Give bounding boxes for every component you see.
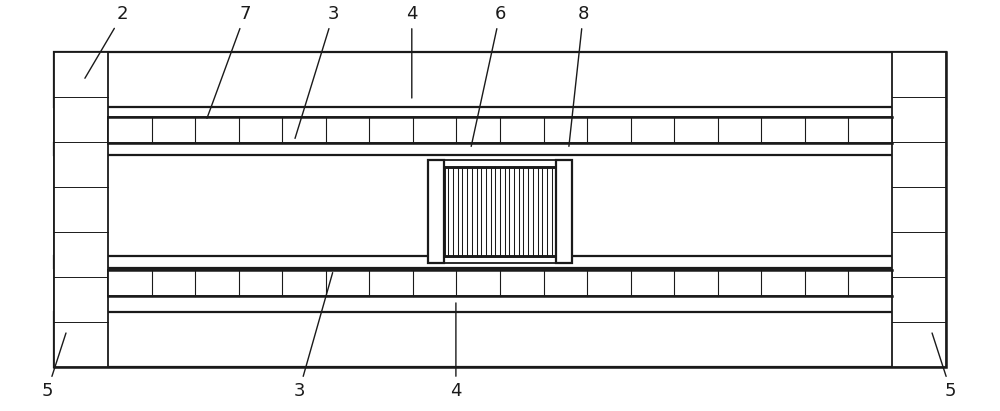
Text: 2: 2: [85, 5, 128, 78]
Bar: [892, 53, 946, 367]
Bar: [54, 53, 946, 107]
Bar: [54, 312, 946, 367]
Text: 5: 5: [932, 333, 957, 400]
Text: 5: 5: [41, 333, 66, 400]
Text: 6: 6: [471, 5, 506, 146]
Bar: [54, 256, 946, 268]
Text: 3: 3: [293, 272, 333, 400]
Bar: [54, 53, 108, 367]
Bar: [428, 160, 444, 263]
Bar: [108, 270, 892, 296]
Bar: [54, 143, 946, 155]
Text: 4: 4: [406, 5, 418, 98]
Bar: [54, 53, 946, 367]
Bar: [108, 117, 892, 143]
Text: 7: 7: [207, 5, 251, 118]
Text: 8: 8: [569, 5, 589, 146]
Bar: [444, 167, 556, 256]
Text: 3: 3: [295, 5, 339, 139]
Bar: [556, 160, 572, 263]
Text: 4: 4: [450, 303, 462, 400]
